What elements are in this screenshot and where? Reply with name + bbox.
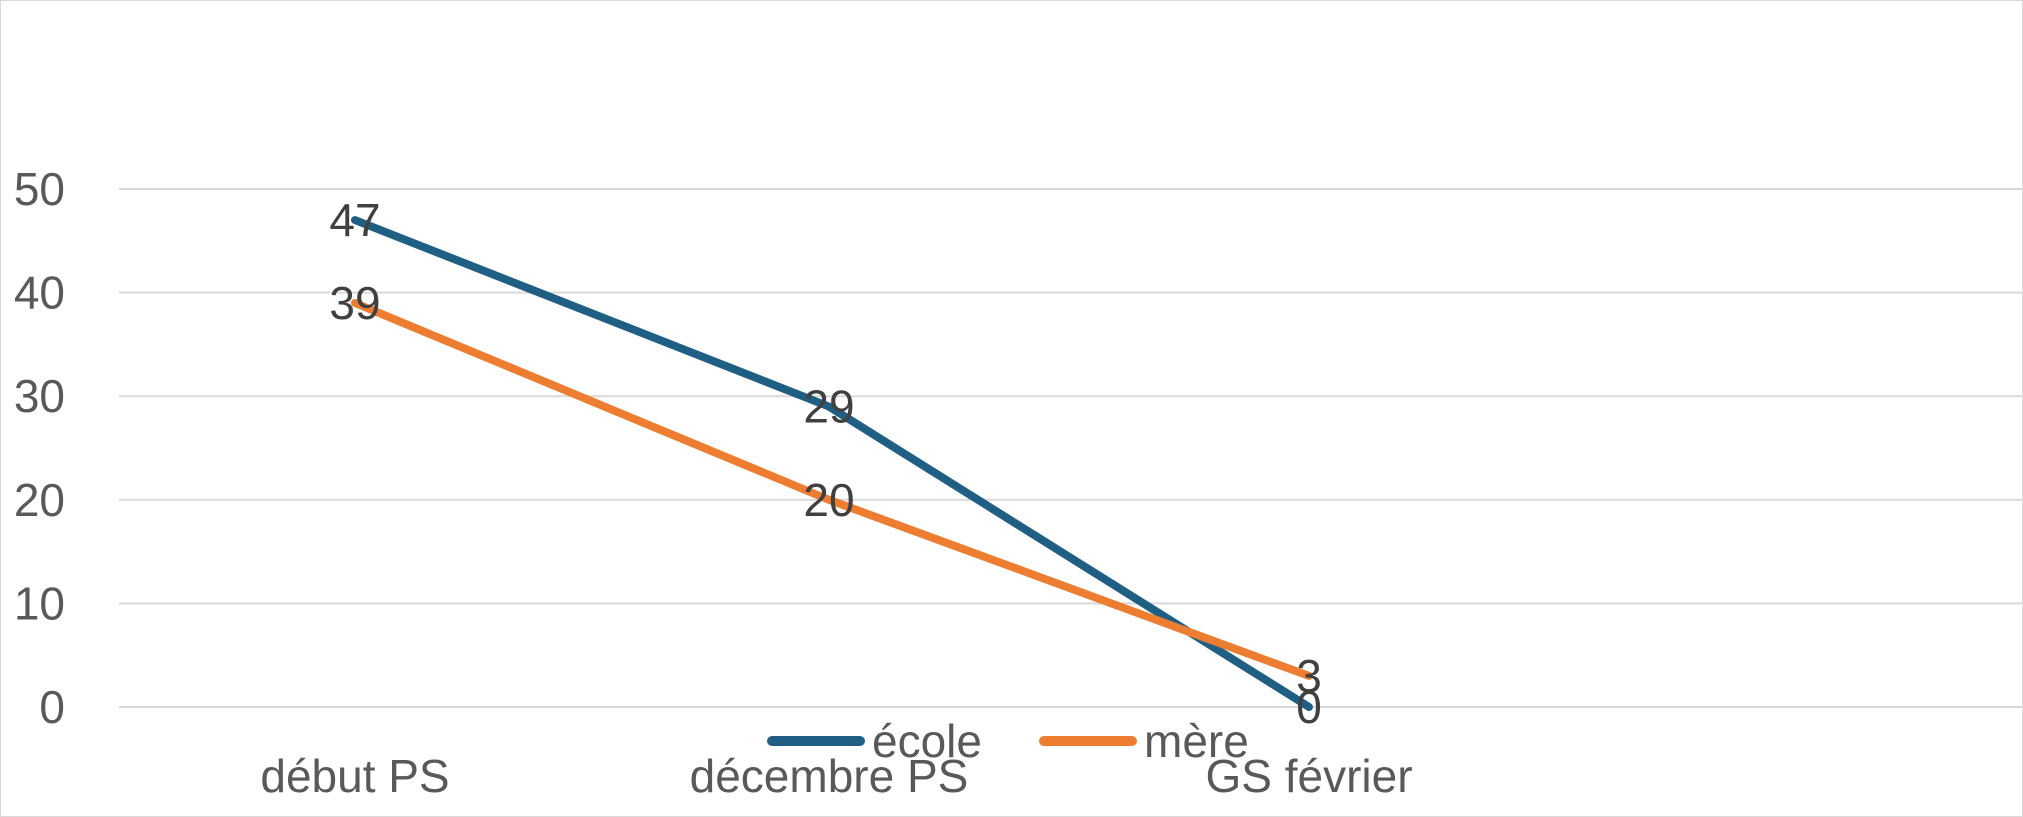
x-tick-label: GS février	[1205, 750, 1412, 802]
data-point	[1308, 706, 1310, 708]
series-lines	[351, 216, 1313, 711]
y-tick-label: 40	[14, 267, 65, 319]
y-tick-label: 30	[14, 370, 65, 422]
y-axis-ticks: 0 10 20 30 40 50	[14, 163, 65, 733]
data-label: 47	[329, 194, 380, 246]
y-tick-label: 0	[39, 681, 65, 733]
data-point	[1308, 674, 1310, 677]
legend-label: mère	[1144, 715, 1249, 767]
data-point	[354, 301, 356, 304]
data-label: 39	[329, 277, 380, 329]
y-tick-label: 20	[14, 474, 65, 526]
data-point	[354, 219, 356, 222]
x-tick-label: décembre PS	[690, 750, 969, 802]
data-labels: 47 29 0 39 20 3	[329, 194, 1321, 733]
data-label: 0	[1296, 681, 1322, 733]
x-tick-label: début PS	[260, 750, 449, 802]
y-tick-label: 10	[14, 577, 65, 629]
x-axis-ticks: début PS décembre PS GS février	[260, 750, 1412, 802]
legend-label: école	[872, 715, 982, 767]
gridlines	[119, 188, 2022, 708]
data-point	[828, 498, 830, 501]
data-label: 3	[1296, 650, 1322, 702]
legend: école mère	[767, 715, 1249, 767]
data-point	[828, 405, 830, 408]
data-label: 29	[803, 381, 854, 433]
y-tick-label: 50	[14, 163, 65, 215]
data-label: 20	[803, 474, 854, 526]
